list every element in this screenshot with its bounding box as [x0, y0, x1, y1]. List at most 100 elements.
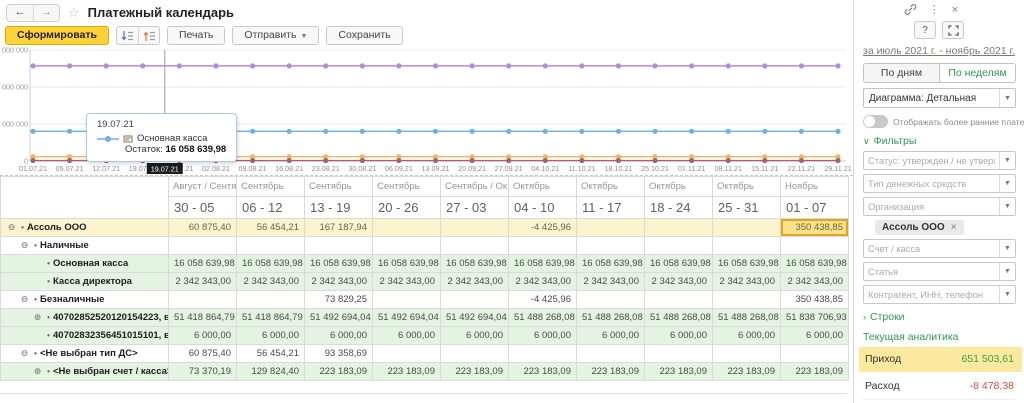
remove-tag-icon[interactable]: ×: [950, 222, 957, 233]
table-cell[interactable]: [576, 236, 645, 255]
earlier-payments-toggle[interactable]: [863, 115, 888, 128]
row-name[interactable]: Касса директора: [53, 276, 132, 287]
table-cell[interactable]: 2 342 343,00: [372, 272, 441, 291]
table-cell[interactable]: 16 058 639,98: [372, 254, 441, 273]
row-name-cell[interactable]: ⊕ • <Не выбран счет / касса>: [0, 362, 169, 381]
save-button[interactable]: Сохранить: [326, 26, 403, 45]
table-cell[interactable]: 16 058 639,98: [712, 254, 781, 273]
table-cell[interactable]: [372, 218, 441, 237]
tree-expander-icon[interactable]: ⊖: [7, 222, 16, 232]
table-cell[interactable]: [508, 344, 577, 363]
tree-expander-icon[interactable]: ⊕: [33, 366, 42, 376]
table-cell[interactable]: 2 342 343,00: [304, 272, 373, 291]
column-month-header[interactable]: Ноябрь: [780, 176, 849, 197]
table-cell[interactable]: [644, 236, 713, 255]
table-cell[interactable]: 6 000,00: [644, 326, 713, 345]
chevron-down-icon[interactable]: ▼: [999, 175, 1015, 192]
table-cell[interactable]: 16 058 639,98: [780, 254, 849, 273]
chevron-down-icon[interactable]: ▼: [999, 286, 1015, 303]
row-name-cell[interactable]: ⊖ • Наличные: [0, 236, 169, 255]
table-cell[interactable]: [168, 236, 237, 255]
collapse-levels-button[interactable]: [138, 27, 159, 44]
table-cell[interactable]: 51 418 864,79: [236, 308, 305, 327]
table-cell[interactable]: 6 000,00: [780, 326, 849, 345]
send-button[interactable]: Отправить ▼: [232, 26, 320, 45]
column-month-header[interactable]: Октябрь: [644, 176, 713, 197]
chevron-down-icon[interactable]: ▼: [999, 198, 1015, 215]
selected-cell[interactable]: 350 438,85: [780, 218, 849, 237]
table-cell[interactable]: [372, 290, 441, 309]
table-cell[interactable]: 16 058 639,98: [644, 254, 713, 273]
table-cell[interactable]: 93 358,69: [304, 344, 373, 363]
table-cell[interactable]: 6 000,00: [576, 326, 645, 345]
row-name-cell[interactable]: • Основная касса: [0, 254, 169, 273]
row-name[interactable]: 40702852520120154223, в ...: [53, 312, 169, 323]
column-month-header[interactable]: Сентябрь / Ок...: [440, 176, 509, 197]
table-cell[interactable]: 51 838 706,93: [780, 308, 849, 327]
table-cell[interactable]: 60 875,40: [168, 218, 237, 237]
table-cell[interactable]: 60 875,40: [168, 344, 237, 363]
column-month-header[interactable]: Сентябрь: [236, 176, 305, 197]
table-cell[interactable]: -4 425,96: [508, 290, 577, 309]
table-cell[interactable]: 51 488 268,08: [576, 308, 645, 327]
table-cell[interactable]: 2 342 343,00: [576, 272, 645, 291]
table-cell[interactable]: [440, 344, 509, 363]
expand-levels-button[interactable]: [117, 27, 138, 44]
filter-status-input[interactable]: [864, 153, 999, 168]
table-cell[interactable]: [644, 218, 713, 237]
table-cell[interactable]: 16 058 639,98: [236, 254, 305, 273]
table-cell[interactable]: [372, 236, 441, 255]
table-cell[interactable]: 223 183,09: [712, 362, 781, 381]
column-week-header[interactable]: 25 - 31: [712, 196, 781, 219]
row-name-cell[interactable]: •40702832356451015101, в "...: [0, 326, 169, 345]
table-cell[interactable]: 16 058 639,98: [304, 254, 373, 273]
column-week-header[interactable]: 06 - 12: [236, 196, 305, 219]
table-cell[interactable]: 223 183,09: [508, 362, 577, 381]
table-cell[interactable]: [372, 344, 441, 363]
filter-article-input[interactable]: [864, 264, 999, 279]
column-month-header[interactable]: Сентябрь: [304, 176, 373, 197]
table-cell[interactable]: 2 342 343,00: [236, 272, 305, 291]
row-name[interactable]: <Не выбран тип ДС>: [40, 348, 138, 359]
table-cell[interactable]: [576, 218, 645, 237]
link-icon[interactable]: [904, 3, 917, 16]
table-cell[interactable]: [168, 290, 237, 309]
table-cell[interactable]: [440, 236, 509, 255]
back-button[interactable]: ←: [14, 5, 26, 18]
table-cell[interactable]: [236, 290, 305, 309]
table-cell[interactable]: 2 342 343,00: [168, 272, 237, 291]
chevron-down-icon[interactable]: ▼: [999, 89, 1015, 107]
table-cell[interactable]: [576, 290, 645, 309]
column-week-header[interactable]: 04 - 10: [508, 196, 577, 219]
column-week-header[interactable]: 13 - 19: [304, 196, 373, 219]
table-cell[interactable]: 56 454,21: [236, 344, 305, 363]
table-cell[interactable]: 223 183,09: [576, 362, 645, 381]
table-cell[interactable]: 16 058 639,98: [168, 254, 237, 273]
fullscreen-button[interactable]: [942, 21, 964, 39]
print-button[interactable]: Печать: [167, 26, 226, 45]
table-cell[interactable]: 6 000,00: [508, 326, 577, 345]
filter-cash-type-input[interactable]: [864, 176, 999, 191]
table-cell[interactable]: 16 058 639,98: [576, 254, 645, 273]
table-cell[interactable]: 51 492 694,04: [440, 308, 509, 327]
row-name[interactable]: Основная касса: [53, 258, 129, 269]
table-cell[interactable]: 6 000,00: [236, 326, 305, 345]
table-cell[interactable]: 56 454,21: [236, 218, 305, 237]
chevron-down-icon[interactable]: ▼: [999, 263, 1015, 280]
filter-account-input[interactable]: [864, 241, 999, 256]
table-cell[interactable]: [712, 344, 781, 363]
row-name-cell[interactable]: ⊖ • Безналичные: [0, 290, 169, 309]
table-cell[interactable]: 51 488 268,08: [508, 308, 577, 327]
column-week-header[interactable]: 30 - 05: [168, 196, 237, 219]
column-week-header[interactable]: 11 - 17: [576, 196, 645, 219]
row-name-cell[interactable]: ⊖ • Ассоль ООО: [0, 218, 169, 237]
column-month-header[interactable]: Октябрь: [508, 176, 577, 197]
filters-header[interactable]: ∨ Фильтры: [863, 135, 1016, 147]
rows-section-header[interactable]: › Строки: [863, 311, 1016, 323]
row-name-cell[interactable]: ⊕ • 40702852520120154223, в ...: [0, 308, 169, 327]
organization-tag[interactable]: Ассоль ООО ×: [875, 220, 964, 235]
table-cell[interactable]: 2 342 343,00: [508, 272, 577, 291]
tree-expander-icon[interactable]: ⊕: [33, 312, 42, 322]
row-name[interactable]: Наличные: [40, 240, 89, 251]
table-cell[interactable]: [644, 344, 713, 363]
